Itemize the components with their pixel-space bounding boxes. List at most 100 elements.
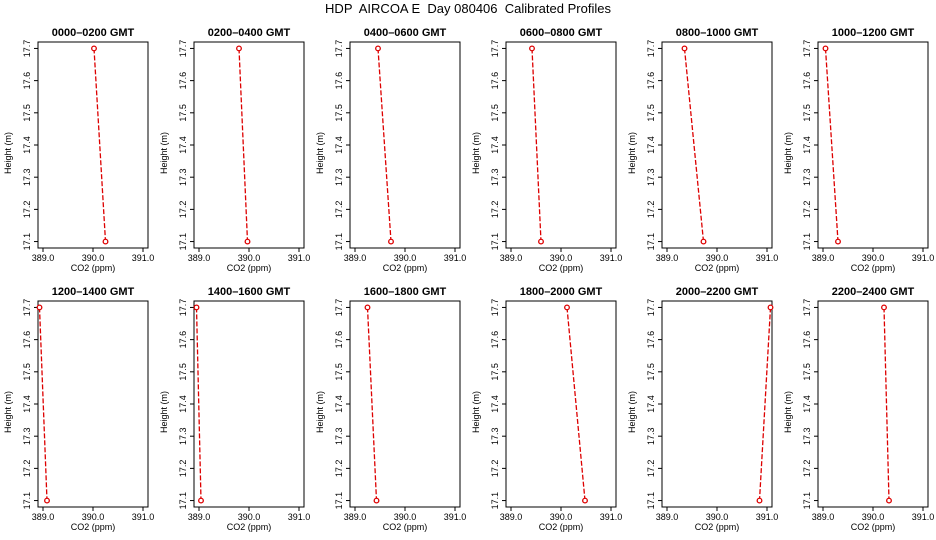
data-point [91,45,97,52]
plot-frame [37,41,149,249]
x-tick-label: 389.0 [188,512,211,522]
x-tick-label: 391.0 [600,512,623,522]
y-tick-label: 17.5 [334,104,344,122]
y-tick-label: 17.4 [802,395,812,413]
plot-frame [193,41,305,249]
chart-panel: 0800–1000 GMT 389.0 390.0 391.0 17.1 17.2 17.3… [627,27,778,273]
x-axis-label: CO2 (ppm) [383,522,428,532]
panel-title: 1400–1600 GMT [208,286,291,298]
plot-frame [349,41,461,249]
plot-frame [661,300,773,508]
y-axis-label: Height (m) [315,132,325,174]
x-axis-label: CO2 (ppm) [539,522,584,532]
data-point [198,497,204,504]
y-tick-label: 17.3 [646,427,656,445]
chart-panel: 1800–2000 GMT 389.0 390.0 391.0 17.1 17.2 17.3… [471,286,622,532]
y-tick-label: 17.2 [646,201,656,219]
y-tick-label: 17.2 [334,460,344,478]
chart-panel: 1000–1200 GMT 389.0 390.0 391.0 17.1 17.2 17.3… [783,27,934,273]
profile-line [366,307,378,501]
x-axis-label: CO2 (ppm) [539,263,584,273]
y-tick-label: 17.7 [490,40,500,58]
data-point [564,304,570,311]
x-axis-label: CO2 (ppm) [71,522,116,532]
panel-title: 1600–1800 GMT [364,286,447,298]
x-axis-label: CO2 (ppm) [851,263,896,273]
x-axis-label: CO2 (ppm) [227,263,272,273]
chart-panel: 1600–1800 GMT 389.0 390.0 391.0 17.1 17.2 17.3… [315,286,466,532]
x-tick-label: 391.0 [132,253,155,263]
y-tick-label: 17.1 [646,492,656,510]
chart-panel: 0000–0200 GMT 389.0 390.0 391.0 17.1 17.2 17.3… [3,27,154,273]
panel-title: 0800–1000 GMT [676,27,759,39]
y-tick-label: 17.6 [802,72,812,90]
profile-line [195,307,202,501]
y-tick-label: 17.1 [646,233,656,251]
profile-line [38,307,48,501]
y-axis-label: Height (m) [3,391,13,433]
y-tick-label: 17.1 [22,233,32,251]
data-point [529,45,535,52]
x-tick-label: 391.0 [912,512,935,522]
y-tick-label: 17.3 [178,427,188,445]
profile-line [238,48,249,242]
y-tick-label: 17.4 [802,136,812,154]
y-tick-label: 17.1 [178,233,188,251]
x-axis-label: CO2 (ppm) [851,522,896,532]
data-point [44,497,50,504]
y-tick-label: 17.6 [646,331,656,349]
data-point [388,238,394,245]
plot-frame [505,41,617,249]
y-tick-label: 17.3 [334,427,344,445]
profile-line [824,48,839,242]
profile-line [531,48,542,242]
data-point [193,304,200,311]
y-tick-label: 17.4 [334,395,344,413]
y-tick-label: 17.2 [178,460,188,478]
y-tick-label: 17.5 [490,104,500,122]
data-point [582,497,588,504]
x-tick-label: 389.0 [500,512,523,522]
y-axis-label: Height (m) [627,391,637,433]
data-point [767,304,774,311]
y-tick-label: 17.4 [22,395,32,413]
y-tick-label: 17.2 [22,460,32,478]
x-tick-label: 391.0 [132,512,155,522]
x-tick-label: 389.0 [656,253,679,263]
y-tick-label: 17.5 [22,104,32,122]
y-tick-label: 17.3 [490,427,500,445]
y-tick-label: 17.7 [22,299,32,317]
y-tick-label: 17.7 [802,40,812,58]
y-tick-label: 17.3 [802,168,812,186]
data-point [102,238,109,245]
x-tick-label: 391.0 [444,253,467,263]
y-tick-label: 17.5 [178,363,188,381]
x-tick-label: 389.0 [812,253,835,263]
x-axis-label: CO2 (ppm) [227,522,272,532]
y-axis-label: Height (m) [627,132,637,174]
y-axis-label: Height (m) [783,132,793,174]
chart-panel: 0400–0600 GMT 389.0 390.0 391.0 17.1 17.2 17.3… [315,27,466,273]
profile-line [883,307,890,501]
x-tick-label: 390.0 [862,512,885,522]
y-tick-label: 17.7 [334,40,344,58]
y-tick-label: 17.7 [22,40,32,58]
y-tick-label: 17.1 [22,492,32,510]
y-axis-label: Height (m) [3,132,13,174]
y-tick-label: 17.7 [178,299,188,317]
y-axis-label: Height (m) [783,391,793,433]
y-tick-label: 17.6 [334,331,344,349]
figure-title: HDP AIRCOA E Day 080406 Calibrated Profi… [325,1,611,16]
y-axis-label: Height (m) [159,132,169,174]
y-tick-label: 17.6 [178,331,188,349]
panel-title: 2200–2400 GMT [832,286,915,298]
x-tick-label: 390.0 [82,512,105,522]
y-tick-label: 17.4 [178,395,188,413]
x-axis-label: CO2 (ppm) [383,263,428,273]
x-tick-label: 390.0 [550,253,573,263]
x-tick-label: 389.0 [32,253,55,263]
x-tick-label: 389.0 [500,253,523,263]
x-tick-label: 390.0 [238,253,261,263]
chart-panel: 0200–0400 GMT 389.0 390.0 391.0 17.1 17.2 17.3… [159,27,310,273]
panel-title: 1800–2000 GMT [520,286,603,298]
